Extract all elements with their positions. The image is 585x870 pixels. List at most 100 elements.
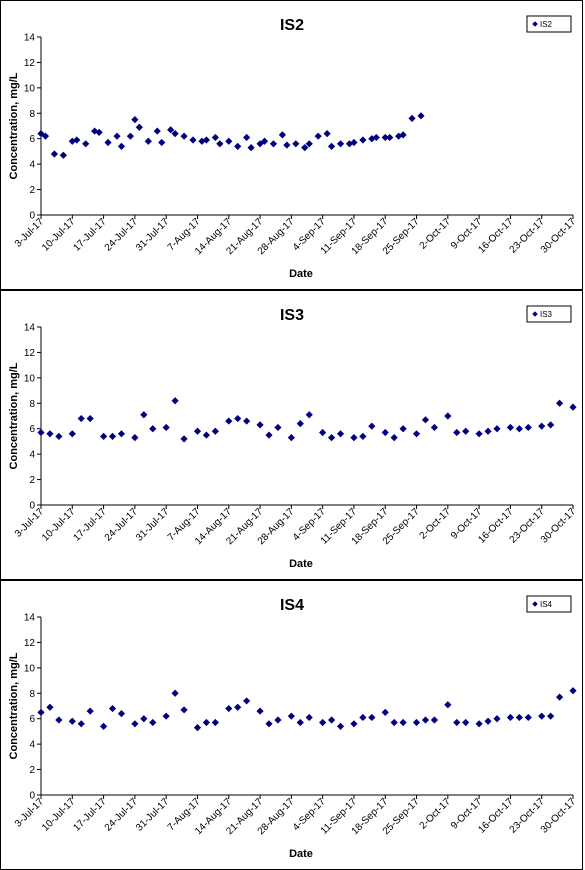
y-tick-label: 0 — [29, 211, 35, 222]
y-tick-label: 8 — [29, 399, 35, 410]
data-point — [99, 722, 108, 730]
data-point — [243, 697, 251, 705]
data-point — [444, 701, 452, 709]
data-point — [305, 411, 313, 419]
y-tick-label: 14 — [24, 613, 36, 624]
data-point — [59, 151, 67, 159]
x-tick-label: 30-Oct-17 — [539, 506, 579, 546]
data-point — [319, 428, 327, 437]
legend-marker — [532, 311, 538, 317]
data-point — [82, 140, 90, 148]
legend: IS3 — [526, 305, 572, 323]
y-tick-label: 2 — [29, 185, 35, 196]
data-point — [202, 431, 211, 439]
data-point — [412, 718, 421, 727]
data-point — [193, 724, 202, 732]
data-point — [77, 720, 85, 728]
chart-title: IS2 — [280, 17, 304, 34]
data-point — [269, 140, 278, 148]
data-point — [327, 142, 336, 150]
data-point — [555, 399, 564, 407]
data-point — [301, 144, 309, 152]
data-point — [265, 720, 273, 728]
data-point — [162, 423, 170, 432]
data-point — [149, 718, 157, 727]
data-point — [547, 421, 555, 429]
data-point — [475, 720, 483, 728]
chart-panel-is3: IS3 0 2 4 6 8 10 12 14 3-Jul-17 10-Jul-17 17-Jul-17… — [0, 290, 583, 580]
data-point — [399, 425, 407, 433]
data-point — [117, 430, 126, 438]
y-axis-label: Concentration, mg/L — [8, 72, 20, 179]
data-point — [46, 703, 54, 711]
data-point — [368, 713, 376, 722]
data-point — [153, 127, 161, 135]
y-tick-label: 4 — [29, 160, 35, 171]
data-point — [55, 716, 63, 724]
data-point — [569, 403, 577, 411]
data-point — [41, 132, 50, 140]
chart-title: IS3 — [280, 307, 304, 324]
data-point — [506, 713, 515, 722]
data-point — [475, 430, 483, 438]
data-point — [216, 140, 224, 148]
y-tick-label: 8 — [29, 109, 35, 120]
data-point — [408, 114, 416, 122]
data-point — [287, 434, 295, 442]
x-tick-label: 17-Jul-17 — [71, 216, 109, 254]
legend-label: IS2 — [540, 20, 553, 29]
data-point — [430, 423, 439, 432]
y-tick-label: 0 — [29, 791, 35, 802]
x-axis-label: Date — [289, 268, 313, 280]
x-tick-label: 31-Jul-17 — [134, 506, 172, 544]
data-point — [225, 417, 233, 425]
data-point — [555, 693, 564, 701]
data-point — [524, 423, 532, 432]
y-tick-label: 2 — [29, 475, 35, 486]
y-tick-label: 10 — [24, 663, 36, 674]
y-tick-label: 12 — [24, 348, 36, 359]
data-point — [135, 123, 143, 131]
legend-box — [526, 305, 572, 323]
data-point — [336, 722, 345, 730]
data-point — [538, 422, 546, 430]
data-point — [493, 715, 501, 723]
legend-label: IS4 — [540, 600, 553, 609]
data-point — [140, 411, 148, 419]
data-point — [149, 425, 157, 433]
y-tick-label: 14 — [24, 33, 36, 44]
data-point — [50, 150, 59, 158]
x-tick-label: 17-Jul-17 — [71, 796, 109, 834]
legend-label: IS3 — [540, 310, 553, 319]
x-tick-label: 10-Jul-17 — [40, 216, 78, 254]
data-point — [180, 435, 188, 443]
data-point — [381, 428, 389, 437]
data-point — [99, 432, 108, 440]
data-point — [336, 140, 345, 148]
data-point — [234, 414, 242, 423]
data-point — [180, 706, 188, 714]
data-point — [265, 431, 273, 439]
x-tick-label: 30-Oct-17 — [539, 796, 579, 836]
y-tick-label: 6 — [29, 134, 35, 145]
data-point — [104, 138, 112, 147]
data-point — [131, 116, 139, 124]
data-point — [350, 138, 358, 147]
chart-is4: IS4024681012143-Jul-1710-Jul-1717-Jul-17… — [8, 595, 579, 860]
data-point — [283, 141, 291, 149]
data-point — [37, 428, 45, 437]
data-point — [77, 414, 85, 423]
data-point — [462, 718, 470, 727]
data-point — [278, 131, 287, 139]
data-point — [395, 132, 403, 140]
y-tick-label: 4 — [29, 740, 35, 751]
data-point — [158, 138, 166, 147]
data-point — [46, 430, 54, 438]
data-point — [368, 422, 376, 430]
data-point — [421, 716, 430, 724]
data-point — [372, 133, 380, 142]
data-point — [113, 132, 121, 140]
data-point — [381, 133, 389, 142]
x-tick-label: 30-Oct-17 — [539, 216, 579, 256]
data-point — [484, 717, 492, 725]
